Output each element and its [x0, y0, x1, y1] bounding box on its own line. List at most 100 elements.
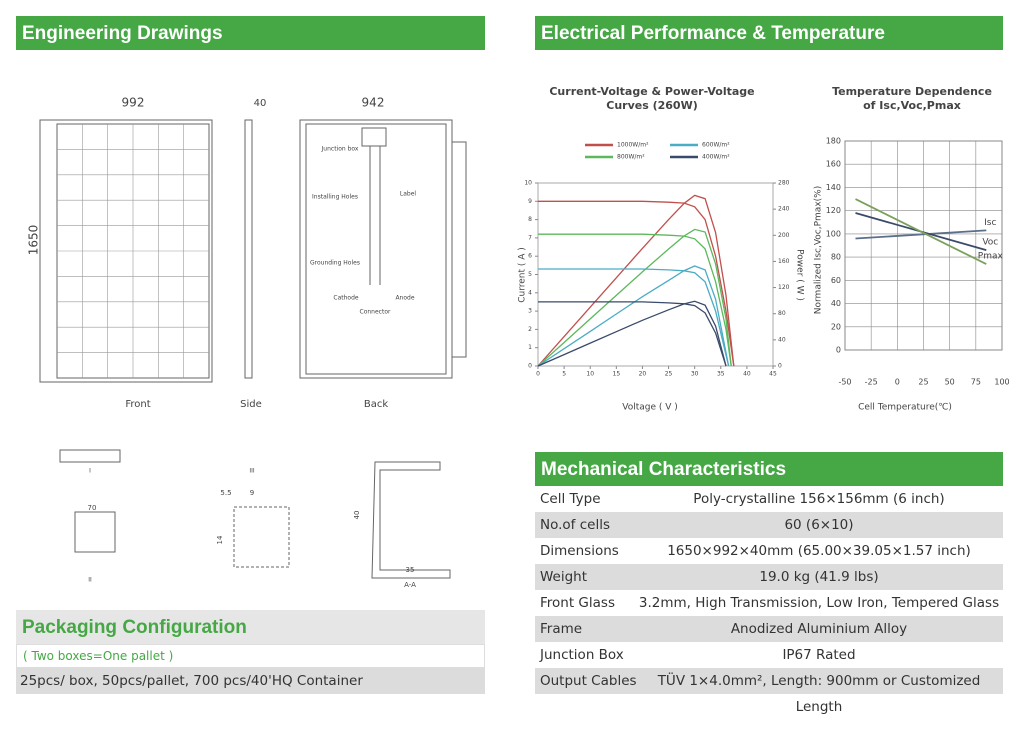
y-tick-label: 8 — [528, 216, 532, 223]
section-header: Mechanical Characteristics — [535, 452, 1003, 486]
spec-value: 19.0 kg (41.9 lbs) — [759, 569, 879, 585]
x-tick-label: 35 — [717, 371, 725, 378]
y-tick-label: 5 — [528, 271, 532, 278]
x-tick-label: 100 — [994, 378, 1009, 387]
spec-value: Poly-crystalline 156×156mm (6 inch) — [693, 491, 945, 507]
chart-title: Curves (260W) — [606, 99, 698, 112]
series-line — [855, 198, 987, 265]
callout: Cathode — [333, 295, 359, 302]
detail-label: III — [249, 468, 255, 475]
packaging-note: ( Two boxes=One pallet ) — [16, 644, 485, 668]
current-line — [538, 200, 735, 367]
front-frame — [39, 119, 213, 383]
y-tick-label: 40 — [831, 299, 841, 308]
callout: Label — [400, 191, 417, 198]
detail-label: II — [88, 577, 92, 584]
x-tick-label: 0 — [895, 378, 900, 387]
legend-label: 1000W/m² — [617, 142, 649, 149]
x-tick-label: -25 — [865, 378, 878, 387]
spec-key: Junction Box — [540, 647, 624, 663]
x-axis-label: Cell Temperature(℃) — [858, 403, 952, 413]
table-row: Output Cables TÜV 1×4.0mm², Length: 900mm… — [535, 668, 1003, 715]
x-axis-label: Voltage ( V ) — [622, 403, 678, 413]
x-tick-label: 50 — [945, 378, 955, 387]
x-tick-label: 30 — [691, 371, 699, 378]
dim: 942 — [362, 96, 385, 110]
dim: 1650 — [27, 225, 41, 256]
series-label: Voc — [982, 238, 998, 248]
table-row: Weight 19.0 kg (41.9 lbs) — [535, 564, 1003, 590]
legend-label: 800W/m² — [617, 154, 645, 161]
chart-title: Temperature Dependence — [832, 85, 992, 98]
y2-tick-label: 120 — [778, 284, 790, 291]
spec-value: IP67 Rated — [782, 647, 856, 663]
current-line — [538, 301, 727, 367]
current-line — [538, 233, 732, 367]
y2-axis-label: Power ( W ) — [795, 249, 805, 301]
y-tick-label: 1 — [528, 344, 532, 351]
spec-value: 3.2mm, High Transmission, Low Iron, Temp… — [638, 595, 1000, 611]
power-line — [537, 194, 735, 367]
y-axis-label: Normalized Isc,Voc,Pmax(%) — [814, 186, 824, 314]
dim: 40 — [353, 511, 361, 520]
power-line — [537, 228, 732, 367]
y-tick-label: 7 — [528, 234, 532, 241]
x-tick-label: 15 — [613, 371, 621, 378]
back-frame — [299, 119, 453, 379]
plot-frame — [537, 182, 774, 367]
y-tick-label: 120 — [826, 206, 841, 215]
side-frame — [244, 119, 253, 379]
y-tick-label: 2 — [528, 326, 532, 333]
detail-i — [59, 449, 121, 463]
spec-key: Weight — [540, 569, 588, 585]
dim: 35 — [406, 566, 415, 574]
y-tick-label: 20 — [831, 322, 841, 331]
spec-value: TÜV 1×4.0mm², Length: 900mm or Customize… — [657, 673, 981, 715]
y-tick-label: 6 — [528, 253, 532, 260]
y-tick-label: 10 — [524, 180, 532, 187]
chart-title: Current-Voltage & Power-Voltage — [549, 85, 754, 98]
callout: Junction box — [321, 146, 359, 153]
spec-key: Frame — [540, 621, 583, 637]
power-line — [537, 265, 730, 367]
spec-key: Cell Type — [540, 491, 601, 507]
x-tick-label: 20 — [639, 371, 647, 378]
series-line — [855, 229, 987, 240]
series-label: Pmax — [978, 252, 1004, 262]
spec-key: Output Cables — [540, 673, 637, 689]
detail-label: A-A — [404, 581, 416, 589]
back-inner — [305, 123, 447, 375]
dim: 40 — [254, 98, 267, 109]
table-row: Frame Anodized Aluminium Alloy — [535, 616, 1003, 642]
y-tick-label: 4 — [528, 289, 532, 296]
legend-label: 400W/m² — [702, 154, 730, 161]
y2-tick-label: 80 — [778, 310, 786, 317]
drawing-labels: 992 40 942 1650 Front Side Back Junction… — [27, 96, 417, 590]
junction-box — [361, 127, 387, 147]
y-tick-label: 180 — [826, 137, 841, 146]
section-header: Electrical Performance & Temperature Dep… — [535, 16, 1003, 80]
drawings — [39, 119, 467, 579]
y2-tick-label: 160 — [778, 258, 790, 265]
y-tick-label: 0 — [528, 363, 532, 370]
y2-tick-label: 40 — [778, 336, 786, 343]
callout: Connector — [360, 309, 391, 316]
spec-key: Front Glass — [540, 595, 615, 611]
x-tick-label: 0 — [536, 371, 540, 378]
y2-tick-label: 0 — [778, 363, 782, 370]
packaging-text: 25pcs/ box, 50pcs/pallet, 700 pcs/40'HQ … — [16, 668, 485, 694]
table-row: Cell Type Poly-crystalline 156×156mm (6 i… — [535, 486, 1003, 512]
y-tick-label: 60 — [831, 276, 841, 285]
view-label: Front — [125, 399, 150, 410]
table-row: No.of cells 60 (6×10) — [535, 512, 1003, 538]
view-label: Back — [364, 399, 388, 410]
x-tick-label: 10 — [586, 371, 594, 378]
y-axis-label: Current ( A ) — [518, 247, 528, 303]
table-row: Front Glass 3.2mm, High Transmission, Low… — [535, 590, 1003, 616]
chart-title: of Isc,Voc,Pmax — [863, 99, 961, 112]
x-tick-label: 25 — [665, 371, 673, 378]
dim: 70 — [88, 504, 97, 512]
view-label: Side — [240, 399, 262, 410]
dim: 14 — [216, 535, 224, 544]
